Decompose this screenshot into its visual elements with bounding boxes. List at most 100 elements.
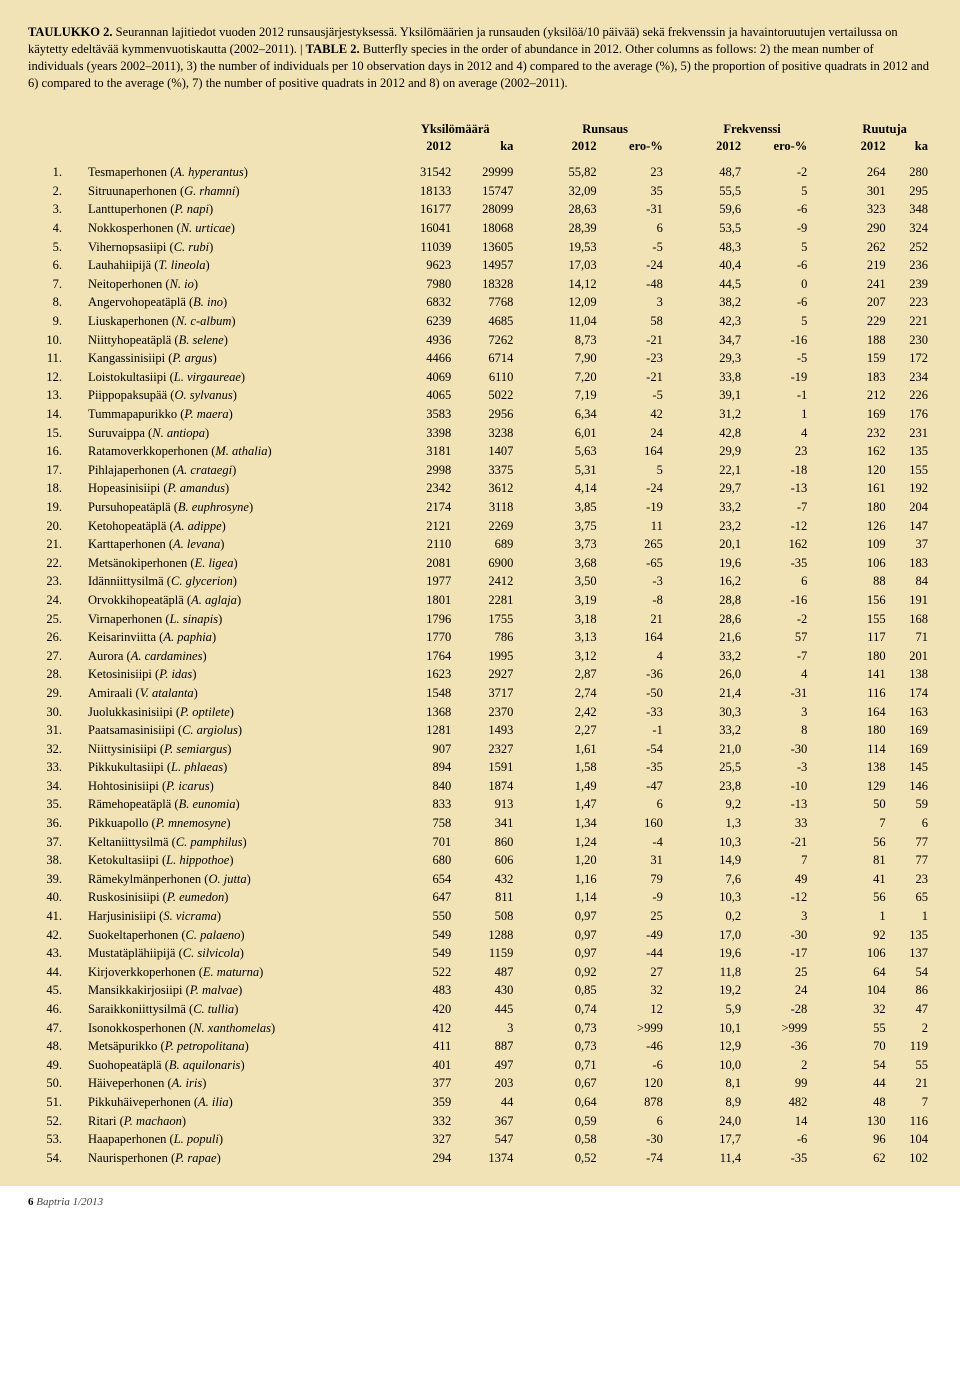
col-ero-runsaus: 12 xyxy=(601,1000,667,1019)
col-2012-count: 16177 xyxy=(393,201,455,220)
col-ero-frek: -28 xyxy=(745,1000,811,1019)
col-ero-frek: 162 xyxy=(745,535,811,554)
col-2012-frek: 17,0 xyxy=(693,926,745,945)
species-name: Karttaperhonen (A. levana) xyxy=(84,535,393,554)
col-ero-frek: 7 xyxy=(745,851,811,870)
col-ka-ruutu: 37 xyxy=(890,535,932,554)
col-ka-ruutu: 77 xyxy=(890,851,932,870)
col-ero-frek: -17 xyxy=(745,944,811,963)
col-2012-ruutu: 88 xyxy=(837,573,889,592)
col-2012-count: 16041 xyxy=(393,219,455,238)
row-index: 8. xyxy=(28,294,84,313)
col-ero-runsaus: 120 xyxy=(601,1075,667,1094)
col-2012-runsaus: 3,12 xyxy=(543,647,600,666)
col-2012-frek: 5,9 xyxy=(693,1000,745,1019)
col-ka-ruutu: 191 xyxy=(890,591,932,610)
col-2012-runsaus: 0,59 xyxy=(543,1112,600,1131)
row-index: 52. xyxy=(28,1112,84,1131)
col-ero-frek: 24 xyxy=(745,982,811,1001)
species-name: Sitruunaperhonen (G. rhamni) xyxy=(84,182,393,201)
col-ka-count: 547 xyxy=(455,1130,517,1149)
col-2012-runsaus: 0,85 xyxy=(543,982,600,1001)
species-name: Niittyhopeatäplä (B. selene) xyxy=(84,331,393,350)
col-2012-runsaus: 0,67 xyxy=(543,1075,600,1094)
table-row: 8.Angervohopeatäplä (B. ino)6832776812,0… xyxy=(28,294,932,313)
col-2012-count: 2174 xyxy=(393,498,455,517)
table-row: 41.Harjusinisiipi (S. vicrama)5505080,97… xyxy=(28,907,932,926)
table-row: 27.Aurora (A. cardamines)176419953,12433… xyxy=(28,647,932,666)
col-ero-frek: -35 xyxy=(745,554,811,573)
col-2012-ruutu: 264 xyxy=(837,164,889,183)
table-row: 29.Amiraali (V. atalanta)154837172,74-50… xyxy=(28,684,932,703)
col-ka-count: 445 xyxy=(455,1000,517,1019)
col-ero-frek: -9 xyxy=(745,219,811,238)
col-2012-count: 549 xyxy=(393,926,455,945)
col-ero-runsaus: 32 xyxy=(601,982,667,1001)
table-row: 40.Ruskosinisiipi (P. eumedon)6478111,14… xyxy=(28,889,932,908)
species-name: Orvokkihopeatäplä (A. aglaja) xyxy=(84,591,393,610)
col-2012-ruutu: 92 xyxy=(837,926,889,945)
table-row: 51.Pikkuhäiveperhonen (A. ilia)359440,64… xyxy=(28,1093,932,1112)
col-2012-frek: 8,9 xyxy=(693,1093,745,1112)
col-2012-frek: 21,4 xyxy=(693,684,745,703)
col-ero-frek: 4 xyxy=(745,424,811,443)
table-row: 11.Kangassinisiipi (P. argus)446667147,9… xyxy=(28,349,932,368)
col-2012-runsaus: 6,34 xyxy=(543,405,600,424)
col-2012-count: 2342 xyxy=(393,480,455,499)
col-2012-ruutu: 126 xyxy=(837,517,889,536)
col-2012-count: 840 xyxy=(393,777,455,796)
species-name: Pursuhopeatäplä (B. euphrosyne) xyxy=(84,498,393,517)
species-name: Haapaperhonen (L. populi) xyxy=(84,1130,393,1149)
table-row: 3.Lanttuperhonen (P. napi)161772809928,6… xyxy=(28,201,932,220)
col-ka-ruutu: 77 xyxy=(890,833,932,852)
col-2012-ruutu: 114 xyxy=(837,740,889,759)
col-2012-frek: 10,1 xyxy=(693,1019,745,1038)
species-name: Virnaperhonen (L. sinapis) xyxy=(84,610,393,629)
table-row: 7.Neitoperhonen (N. io)79801832814,12-48… xyxy=(28,275,932,294)
col-2012-frek: 17,7 xyxy=(693,1130,745,1149)
col-2012-runsaus: 0,58 xyxy=(543,1130,600,1149)
col-2012-count: 1770 xyxy=(393,628,455,647)
col-2012-runsaus: 0,92 xyxy=(543,963,600,982)
row-index: 27. xyxy=(28,647,84,666)
col-2012-count: 31542 xyxy=(393,164,455,183)
col-ero-runsaus: -74 xyxy=(601,1149,667,1168)
species-name: Naurisperhonen (P. rapae) xyxy=(84,1149,393,1168)
col-ero-frek: -6 xyxy=(745,294,811,313)
col-ero-frek: -12 xyxy=(745,517,811,536)
col-ka-count: 3238 xyxy=(455,424,517,443)
species-name: Paatsamasinisiipi (C. argiolus) xyxy=(84,721,393,740)
col-ka-count: 1159 xyxy=(455,944,517,963)
col-ka-count: 5022 xyxy=(455,387,517,406)
col-2012-runsaus: 1,24 xyxy=(543,833,600,852)
table-row: 42.Suokeltaperhonen (C. palaeno)54912880… xyxy=(28,926,932,945)
row-index: 45. xyxy=(28,982,84,1001)
col-ero-frek: -21 xyxy=(745,833,811,852)
col-ka-count: 2370 xyxy=(455,703,517,722)
col-ero-runsaus: -65 xyxy=(601,554,667,573)
col-ka-ruutu: 7 xyxy=(890,1093,932,1112)
subhead-1: 2012 xyxy=(393,137,455,164)
col-ka-ruutu: 145 xyxy=(890,759,932,778)
col-2012-frek: 16,2 xyxy=(693,573,745,592)
col-2012-ruutu: 323 xyxy=(837,201,889,220)
col-ka-count: 3612 xyxy=(455,480,517,499)
col-2012-ruutu: 219 xyxy=(837,256,889,275)
table-row: 52.Ritari (P. machaon)3323670,59624,0141… xyxy=(28,1112,932,1131)
col-2012-count: 1977 xyxy=(393,573,455,592)
col-2012-count: 411 xyxy=(393,1037,455,1056)
col-ka-ruutu: 84 xyxy=(890,573,932,592)
col-2012-frek: 30,3 xyxy=(693,703,745,722)
col-ka-ruutu: 135 xyxy=(890,442,932,461)
col-2012-runsaus: 3,75 xyxy=(543,517,600,536)
col-ero-runsaus: -1 xyxy=(601,721,667,740)
col-2012-runsaus: 1,49 xyxy=(543,777,600,796)
col-2012-frek: 29,3 xyxy=(693,349,745,368)
col-2012-count: 833 xyxy=(393,796,455,815)
col-2012-runsaus: 0,73 xyxy=(543,1037,600,1056)
col-ero-frek: -1 xyxy=(745,387,811,406)
col-ero-frek: -10 xyxy=(745,777,811,796)
row-index: 29. xyxy=(28,684,84,703)
col-ero-frek: -6 xyxy=(745,1130,811,1149)
table-row: 23.Idänniittysilmä (C. glycerion)1977241… xyxy=(28,573,932,592)
